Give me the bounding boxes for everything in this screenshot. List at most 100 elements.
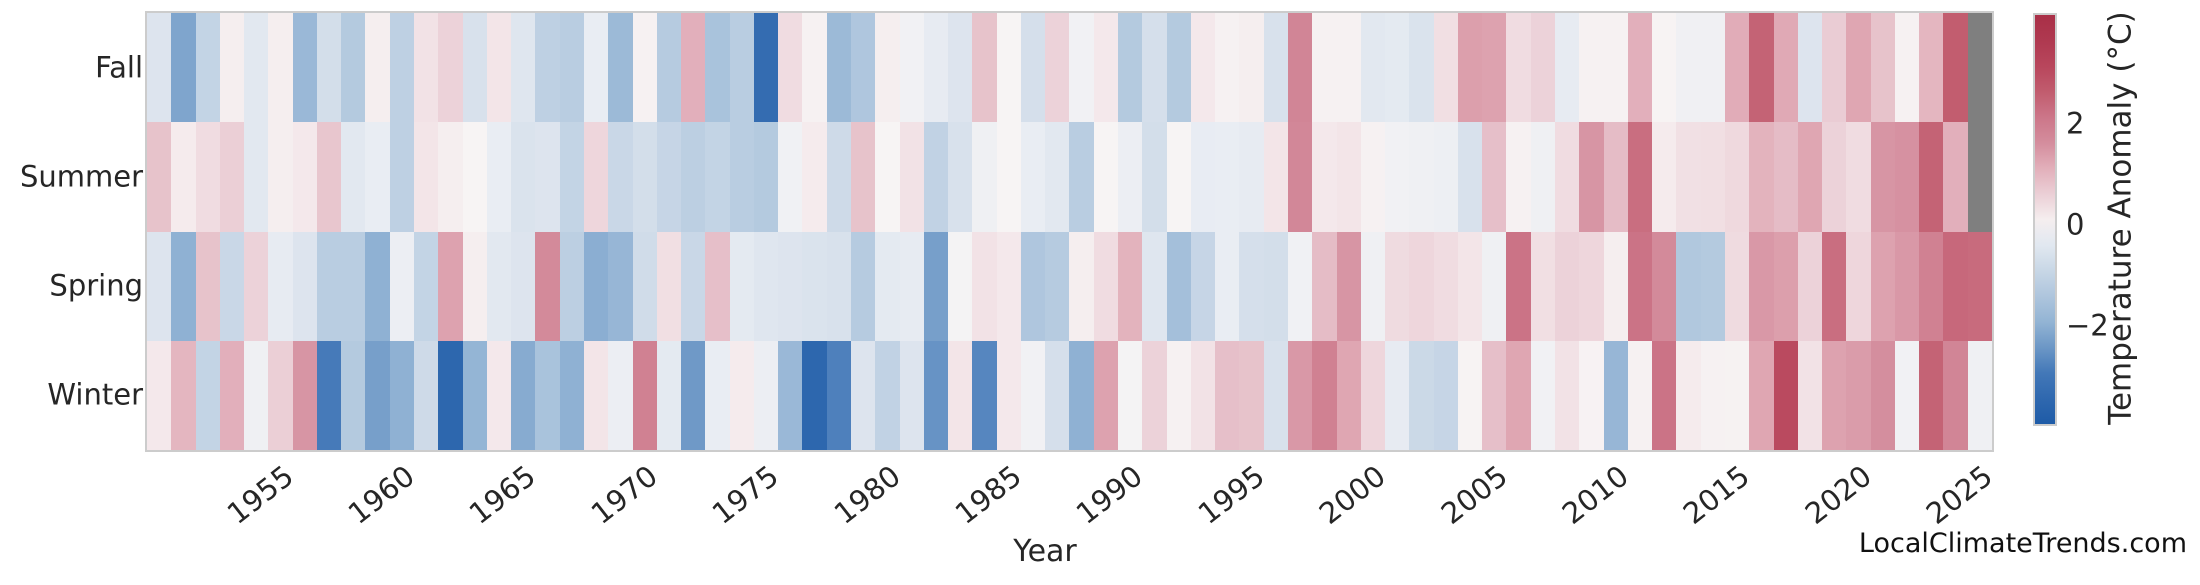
heatmap-cell xyxy=(1215,13,1240,123)
heatmap-cell xyxy=(171,231,196,341)
heatmap-cell xyxy=(414,122,439,232)
heatmap-cell xyxy=(511,231,536,341)
heatmap-cell xyxy=(948,231,973,341)
heatmap-cell xyxy=(535,13,560,123)
heatmap-cell xyxy=(826,122,851,232)
heatmap-cell xyxy=(1118,340,1143,450)
heatmap-cell xyxy=(1894,231,1920,341)
heatmap-cell xyxy=(1385,13,1410,123)
heatmap-cell xyxy=(1045,231,1070,341)
heatmap-cell xyxy=(341,13,366,123)
heatmap-cell xyxy=(1506,122,1531,232)
heatmap-cell xyxy=(535,231,560,341)
heatmap-cell xyxy=(1263,231,1288,341)
heatmap-cell xyxy=(1142,231,1167,341)
heatmap-cell xyxy=(972,340,997,450)
heatmap-cell xyxy=(1336,13,1361,123)
colorbar xyxy=(2033,13,2057,426)
heatmap-cell xyxy=(1724,13,1750,123)
heatmap-cell xyxy=(729,122,754,232)
heatmap-cell xyxy=(608,13,633,123)
heatmap-cell xyxy=(1846,13,1871,123)
heatmap-cell xyxy=(341,122,366,232)
heatmap-cell xyxy=(1530,340,1556,450)
heatmap-cell xyxy=(389,231,415,341)
heatmap-cell xyxy=(1457,231,1483,341)
heatmap-cell xyxy=(1579,122,1604,232)
heatmap-cell xyxy=(1457,13,1483,123)
heatmap-cell xyxy=(1433,340,1458,450)
x-tick-label: 1955 xyxy=(220,458,300,531)
heatmap-cell xyxy=(1482,231,1507,341)
heatmap-cell xyxy=(1312,13,1337,123)
heatmap-cell xyxy=(195,13,220,123)
heatmap-cell xyxy=(535,122,560,232)
heatmap-cell xyxy=(875,122,900,232)
heatmap-cell xyxy=(1603,340,1628,450)
x-axis-title: Year xyxy=(1013,534,1077,569)
x-tick-label: 1960 xyxy=(341,458,421,531)
heatmap-cell xyxy=(1627,122,1653,232)
heatmap-cell xyxy=(899,122,924,232)
heatmap-cell xyxy=(559,340,584,450)
heatmap-cell xyxy=(681,340,706,450)
heatmap-cell xyxy=(948,340,973,450)
heatmap-cell xyxy=(1287,231,1313,341)
heatmap-cell xyxy=(705,13,730,123)
heatmap-cell xyxy=(1239,340,1264,450)
heatmap-cell xyxy=(414,231,439,341)
heatmap-cell xyxy=(1166,13,1191,123)
x-tick-label: 2015 xyxy=(1677,458,1757,531)
heatmap-cell xyxy=(1555,13,1580,123)
heatmap-cell xyxy=(1700,340,1725,450)
heatmap-cell xyxy=(1409,231,1434,341)
heatmap-cell xyxy=(559,13,584,123)
heatmap-cell xyxy=(268,13,293,123)
heatmap-cell xyxy=(1020,231,1046,341)
heatmap-cell xyxy=(1482,340,1507,450)
heatmap-cell xyxy=(705,122,730,232)
colorbar-tick-label: −2 xyxy=(2066,308,2109,343)
heatmap-cell xyxy=(1360,13,1386,123)
heatmap-cell xyxy=(438,13,463,123)
heatmap-cell xyxy=(1943,231,1968,341)
heatmap-cell xyxy=(1773,231,1798,341)
heatmap-cell xyxy=(1870,13,1895,123)
heatmap-cell xyxy=(1943,13,1968,123)
heatmap-cell xyxy=(1603,122,1628,232)
heatmap-cell xyxy=(195,231,220,341)
heatmap-cell xyxy=(438,231,463,341)
heatmap-cell xyxy=(1433,122,1458,232)
heatmap-cell xyxy=(583,13,609,123)
heatmap-cell xyxy=(1215,340,1240,450)
heatmap-cell xyxy=(1045,13,1070,123)
heatmap-cell xyxy=(899,231,924,341)
heatmap-cell xyxy=(171,122,196,232)
heatmap-cell xyxy=(1142,13,1167,123)
heatmap-cell xyxy=(1870,340,1895,450)
heatmap-cell xyxy=(1166,340,1191,450)
y-tick-label: Winter xyxy=(47,377,143,412)
heatmap-cell xyxy=(778,340,803,450)
heatmap-cell xyxy=(1870,231,1895,341)
heatmap-cell xyxy=(1579,340,1604,450)
x-tick-label: 2000 xyxy=(1312,458,1393,531)
heatmap-cell xyxy=(511,122,536,232)
heatmap-cell xyxy=(632,340,657,450)
heatmap-cell xyxy=(1190,13,1216,123)
heatmap-cell xyxy=(656,340,682,450)
heatmap-cell xyxy=(1312,340,1337,450)
heatmap-cell xyxy=(1118,231,1143,341)
heatmap-cell xyxy=(1263,340,1288,450)
y-tick-label: Fall xyxy=(95,50,143,85)
heatmap-cell xyxy=(1433,231,1458,341)
heatmap-cell xyxy=(1700,231,1725,341)
heatmap-cell xyxy=(753,122,779,232)
heatmap-cell xyxy=(899,340,924,450)
heatmap-cell xyxy=(1894,122,1920,232)
heatmap-cell xyxy=(1919,122,1944,232)
heatmap-cell xyxy=(195,122,220,232)
heatmap-cell xyxy=(875,340,900,450)
heatmap-cell xyxy=(583,231,609,341)
heatmap-cell xyxy=(681,13,706,123)
